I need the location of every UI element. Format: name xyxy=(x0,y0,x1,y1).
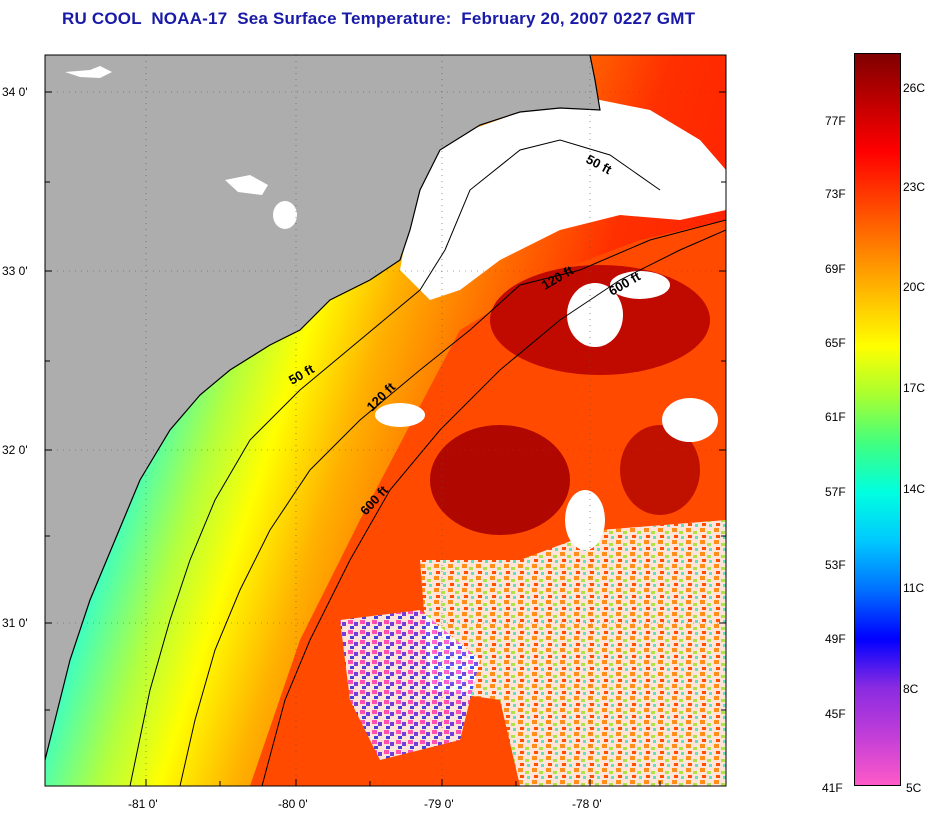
warm-core-eddy xyxy=(620,425,700,515)
colorbar-fahrenheit-label: 77F xyxy=(825,114,846,128)
colorbar-fahrenheit-label: 69F xyxy=(825,262,846,276)
colorbar-fahrenheit-label: 65F xyxy=(825,336,846,350)
isobath-50ft xyxy=(129,139,661,786)
colorbar-celsius-label: 14C xyxy=(903,482,926,496)
colorbar-fahrenheit-label: 61F xyxy=(825,410,846,424)
colorbar-celsius-label: 11C xyxy=(903,581,925,595)
colorbar-celsius-label: 20C xyxy=(903,280,926,294)
lat-label: 31 0' xyxy=(2,616,28,630)
lon-label: -80 0' xyxy=(278,797,308,811)
map-title: RU COOL NOAA-17 Sea Surface Temperature:… xyxy=(62,9,696,28)
lat-label: 32 0' xyxy=(2,443,28,457)
warm-core-eddy xyxy=(430,425,570,535)
cloud-patch xyxy=(567,283,623,347)
lon-label: -79 0' xyxy=(424,797,454,811)
colorbar-fahrenheit-label: 53F xyxy=(825,558,846,572)
axis-ticks xyxy=(45,91,726,786)
colorbar-celsius-label: 8C xyxy=(903,682,919,696)
cold-speckle-region xyxy=(340,610,480,760)
lon-label: -78 0' xyxy=(572,797,602,811)
colorbar-celsius-label: 5C xyxy=(906,781,922,795)
colorbar-fahrenheit-label: 73F xyxy=(825,187,846,201)
coastline xyxy=(45,55,601,761)
land-water-patch xyxy=(273,201,297,229)
cloud-speckle-region xyxy=(420,520,726,786)
colorbar-celsius-label: 23C xyxy=(903,180,926,194)
isobath-600ft xyxy=(261,229,726,786)
colorbar-fahrenheit-label: 57F xyxy=(825,485,846,499)
colorbar-fahrenheit-label: 49F xyxy=(825,632,846,646)
temperature-colorbar xyxy=(854,53,901,786)
cloud-patch xyxy=(565,490,605,550)
lat-label: 33 0' xyxy=(2,264,28,278)
colorbar-celsius-label: 17C xyxy=(903,381,926,395)
land-water-patch xyxy=(65,66,112,78)
cloud-patch xyxy=(375,403,425,427)
cloud-patch xyxy=(662,398,718,442)
land-water-patch xyxy=(225,175,268,195)
cloud-patch xyxy=(400,100,726,300)
map-frame xyxy=(44,54,727,787)
isobath-120ft xyxy=(179,219,726,786)
colorbar-celsius-label: 26C xyxy=(903,81,926,95)
colorbar-fahrenheit-label: 41F xyxy=(822,781,843,795)
lat-label: 34 0' xyxy=(2,85,28,99)
land-mass xyxy=(45,55,600,760)
lon-label: -81 0' xyxy=(128,797,158,811)
colorbar-fahrenheit-label: 45F xyxy=(825,707,846,721)
